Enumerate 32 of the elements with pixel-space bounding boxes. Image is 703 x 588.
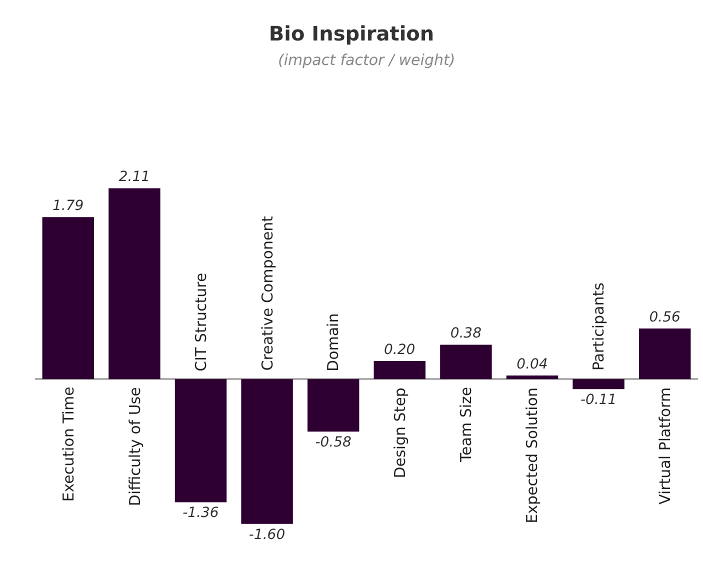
chart-subtitle: (impact factor / weight)	[278, 51, 456, 69]
data-label: -1.36	[182, 505, 219, 522]
bar	[307, 379, 360, 432]
x-tick-label: CIT Structure	[192, 272, 210, 372]
chart-title: Bio Inspiration	[268, 21, 434, 46]
data-label: 0.38	[450, 326, 482, 342]
bar	[572, 379, 624, 390]
x-tick-label: Execution Time	[60, 386, 78, 502]
x-tick-label: Difficulty of Use	[126, 387, 144, 506]
bar	[638, 328, 691, 380]
data-label: -0.11	[580, 392, 617, 408]
bar	[174, 379, 227, 502]
data-label: 1.79	[52, 198, 84, 214]
data-label: 0.04	[516, 356, 548, 372]
x-tick-label: Creative Component	[258, 216, 276, 371]
x-tick-label: Design Step	[391, 388, 410, 478]
data-label: 2.11	[118, 169, 150, 186]
x-tick-label: Team Size	[456, 386, 475, 464]
data-label: 0.56	[649, 309, 680, 326]
bar	[108, 188, 160, 380]
data-label: -1.60	[248, 526, 286, 543]
bar	[241, 379, 293, 524]
bar	[440, 344, 492, 380]
bar	[374, 361, 426, 380]
x-tick-label: Expected Solution	[523, 388, 542, 524]
data-label: 0.20	[384, 342, 416, 358]
x-tick-label: Virtual Platform	[656, 387, 674, 504]
data-label: -0.58	[315, 434, 352, 451]
bar	[42, 217, 94, 380]
bar	[506, 376, 558, 380]
x-tick-label: Participants	[589, 282, 608, 371]
x-tick-label: Domain	[324, 313, 342, 372]
